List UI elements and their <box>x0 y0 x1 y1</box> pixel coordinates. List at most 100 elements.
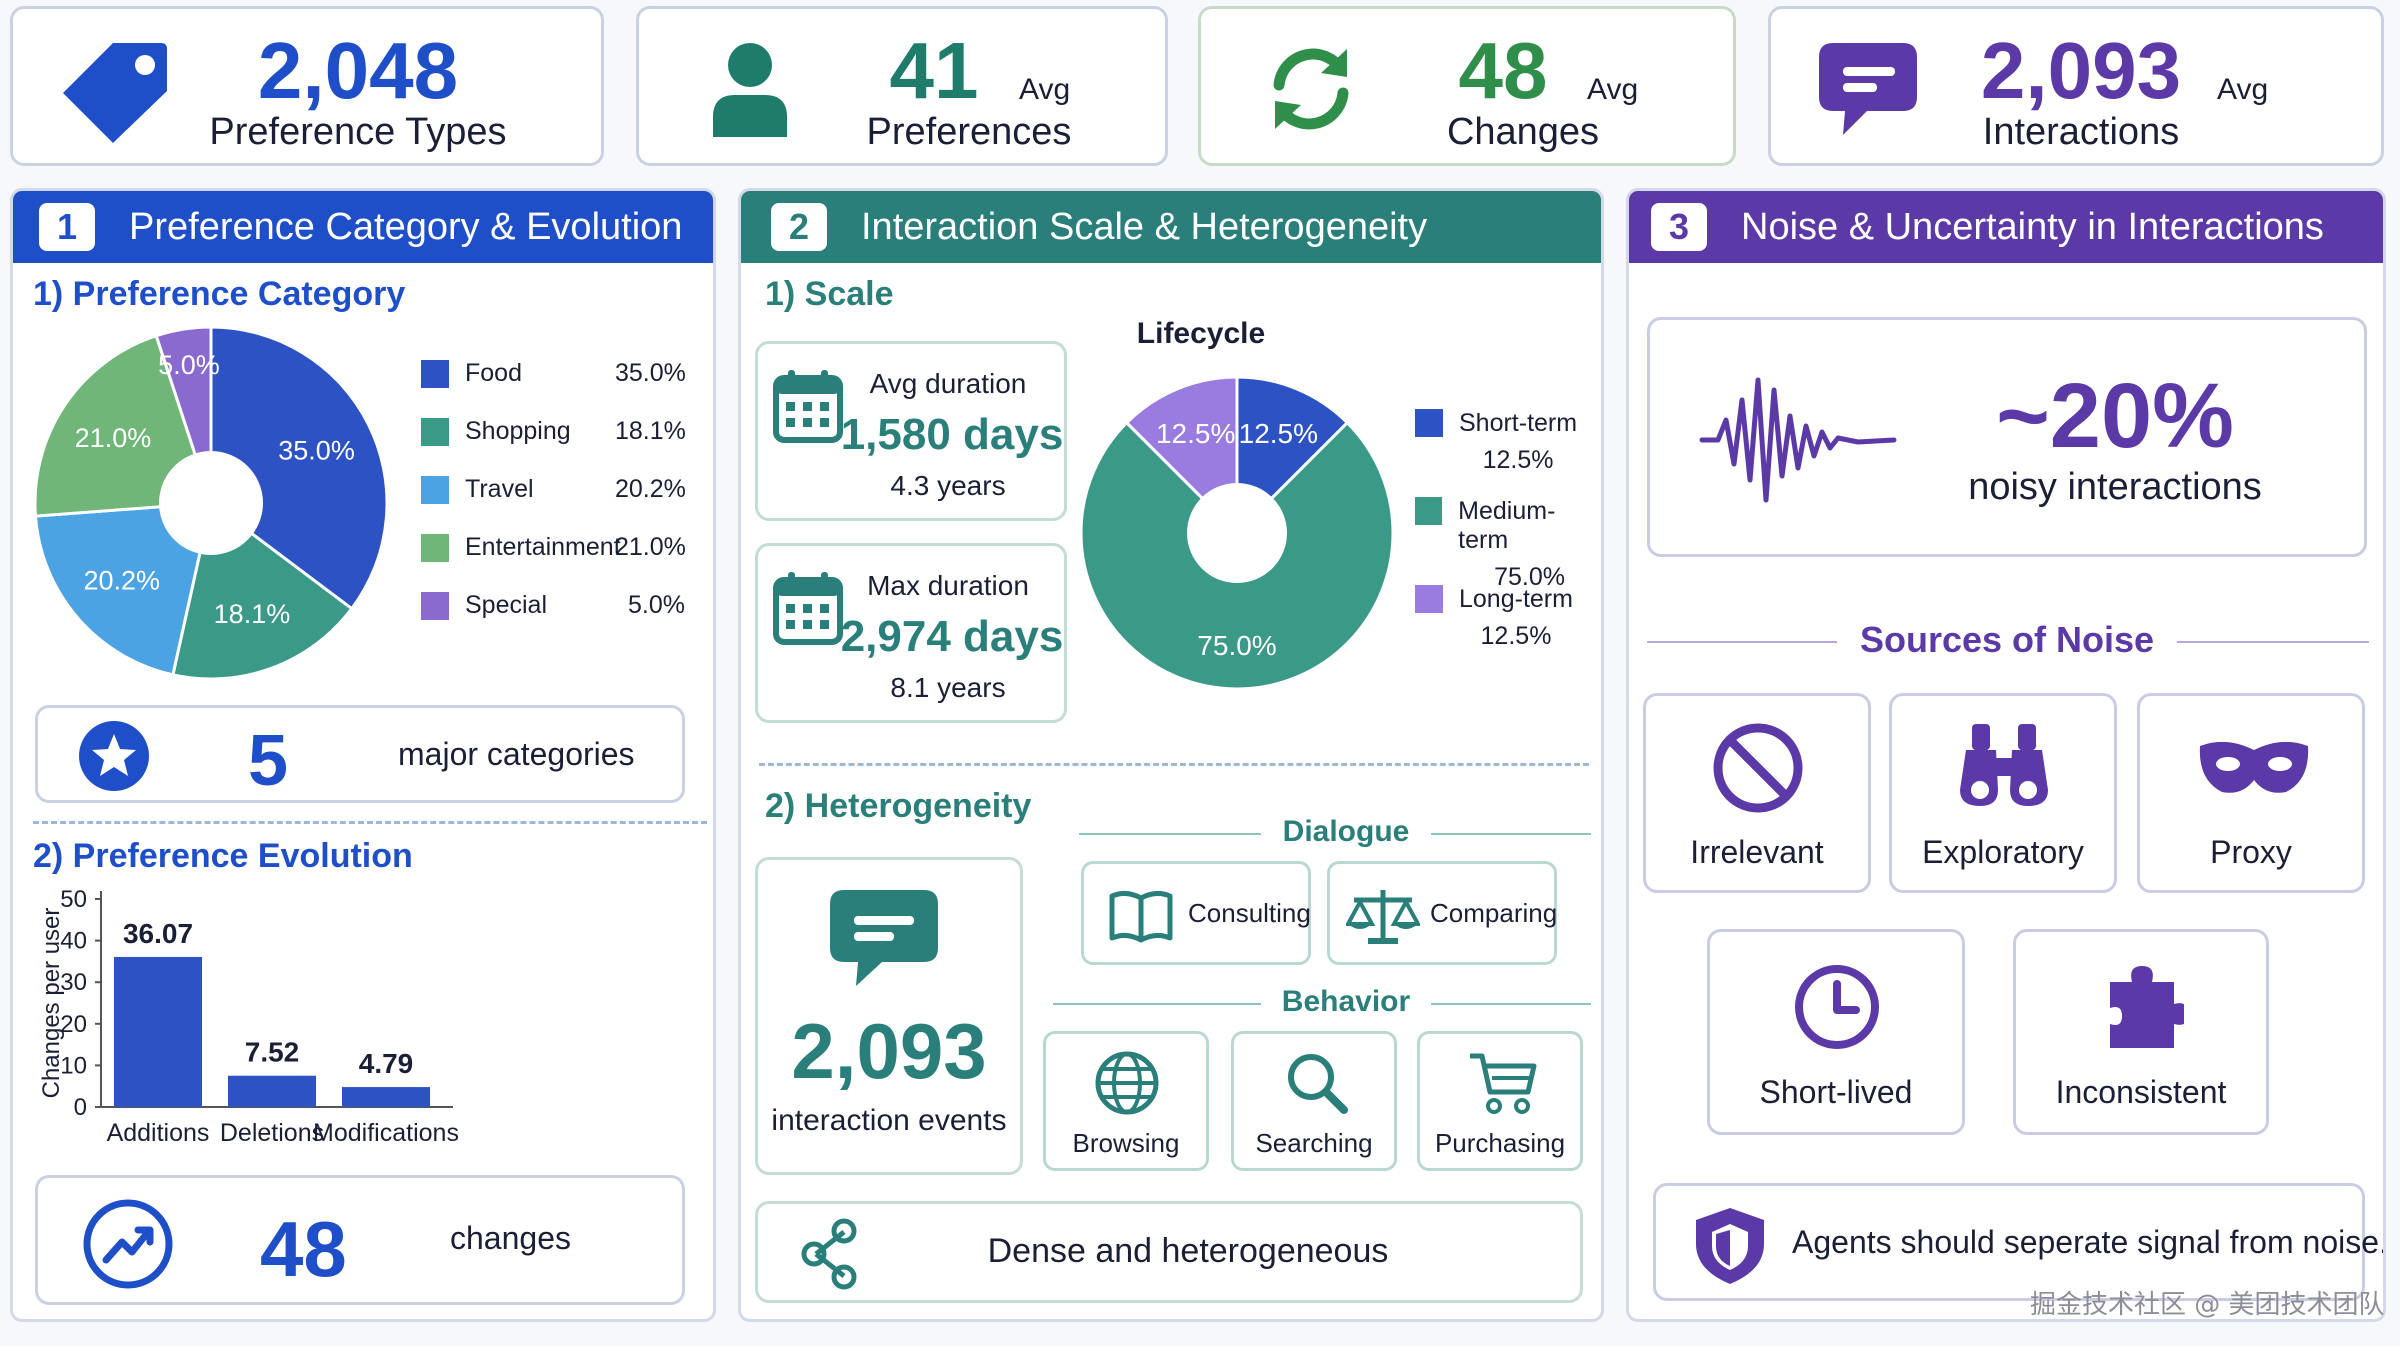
bar-additions <box>114 956 202 1107</box>
legend-swatch <box>1415 497 1443 525</box>
legend-value: 75.0% <box>1494 563 1566 591</box>
dialogue-item-consulting: Consulting <box>1081 861 1311 965</box>
legend-value: 18.1% <box>615 417 686 445</box>
y-tick-label: 10 <box>60 1052 87 1079</box>
legend-swatch <box>421 533 449 562</box>
waveform-icon <box>1699 377 1897 503</box>
noise-source-short-lived: Short-lived <box>1707 929 1965 1135</box>
panel-interaction-scale: 2 Interaction Scale & Heterogeneity 1) S… <box>738 188 1604 1322</box>
dialogue-rule-left <box>1079 833 1261 835</box>
major-categories-label: major categories <box>398 736 635 772</box>
share-icon <box>801 1218 857 1290</box>
cart-icon <box>1470 1053 1537 1114</box>
behavior-label: Behavior <box>1281 985 1411 1018</box>
prohibited-icon <box>1713 723 1803 813</box>
noise-source-irrelevant: Irrelevant <box>1643 693 1871 893</box>
behavior-item-label: Purchasing <box>1434 1128 1566 1158</box>
interaction-events-value: 2,093 <box>791 1007 987 1095</box>
x-tick-label: Modifications <box>313 1119 459 1147</box>
noise-source-label: Inconsistent <box>2055 1074 2227 1110</box>
trend-up-icon <box>83 1199 173 1289</box>
stat-card-changes: 48 Avg Changes <box>1198 6 1736 166</box>
max-duration-card: Max duration 2,974 days 8.1 years <box>755 543 1067 723</box>
legend-item-entertainment: Entertainment 21.0% <box>421 533 686 562</box>
interaction-events-card: 2,093 interaction events <box>755 857 1023 1175</box>
max-duration-years: 8.1 years <box>890 672 1006 703</box>
stat-card-interactions: 2,093 Avg Interactions <box>1768 6 2384 166</box>
noise-percentage: ~20% <box>1996 365 2234 467</box>
stat-avg: Avg <box>1019 73 1071 106</box>
search-icon <box>1288 1054 1348 1114</box>
stat-label: Preference Types <box>209 111 507 153</box>
section-divider <box>759 763 1589 766</box>
sources-rule-right <box>2177 641 2369 643</box>
noise-source-label: Proxy <box>2210 834 2292 870</box>
donut-hole <box>1187 483 1287 583</box>
shield-icon <box>1696 1208 1764 1284</box>
panel-header: 2 Interaction Scale & Heterogeneity <box>741 191 1601 263</box>
dialogue-item-label: Comparing <box>1430 898 1558 928</box>
legend-swatch <box>421 591 449 620</box>
chat-icon <box>830 890 938 986</box>
dialogue-rule-right <box>1431 833 1591 835</box>
legend-item-shopping: Shopping 18.1% <box>421 417 686 446</box>
behavior-item-searching: Searching <box>1231 1031 1397 1171</box>
behavior-item-label: Browsing <box>1072 1128 1180 1158</box>
category-pie-chart: 35.0% 18.1% 20.2% 21.0% 5.0% <box>33 325 389 681</box>
pie-label-shopping: 18.1% <box>214 599 291 629</box>
behavior-rule-left <box>1053 1003 1261 1005</box>
star-icon <box>79 721 149 791</box>
max-duration-label: Max duration <box>867 570 1029 601</box>
stat-avg: Avg <box>1587 73 1639 106</box>
binoculars-icon <box>1960 724 2048 806</box>
watermark: 掘金技术社区 @ 美团技术团队 <box>2030 1290 2385 1320</box>
clock-icon <box>1795 965 1879 1049</box>
legend-label: Shopping <box>465 417 571 445</box>
legend-label: Long-term <box>1459 585 1573 613</box>
pie-label-travel: 20.2% <box>83 566 160 596</box>
dialogue-label: Dialogue <box>1282 815 1410 848</box>
legend-item-special: Special 5.0% <box>421 591 685 620</box>
stat-value: 48 <box>1458 26 1548 115</box>
pie-label-long-term: 12.5% <box>1156 418 1235 449</box>
pie-slice-food <box>209 325 389 611</box>
legend-item-travel: Travel 20.2% <box>421 475 686 504</box>
lifecycle-pie-chart: 12.5% 75.0% 12.5% <box>1079 375 1395 691</box>
major-categories-value: 5 <box>248 721 289 801</box>
bar-value-label: 4.79 <box>359 1048 414 1079</box>
pie-label-food: 35.0% <box>278 436 355 466</box>
puzzle-icon <box>2110 966 2184 1048</box>
stat-avg: Avg <box>2217 73 2269 106</box>
avg-duration-card: Avg duration 1,580 days 4.3 years <box>755 341 1067 521</box>
avg-duration-years: 4.3 years <box>890 470 1006 501</box>
max-duration-value: 2,974 days <box>840 612 1064 661</box>
dense-heterogeneous-box: Dense and heterogeneous <box>755 1201 1583 1303</box>
stat-value: 2,093 <box>1980 26 2182 115</box>
noise-source-inconsistent: Inconsistent <box>2013 929 2269 1135</box>
x-tick-label: Additions <box>107 1119 210 1147</box>
bar-deletions <box>228 1075 316 1107</box>
y-tick-label: 50 <box>60 886 87 913</box>
y-tick-label: 0 <box>74 1094 87 1121</box>
legend-label: Travel <box>465 475 534 503</box>
section-heading: 2) Heterogeneity <box>765 787 1032 825</box>
legend-swatch <box>421 417 449 446</box>
sources-rule-left <box>1647 641 1837 643</box>
legend-item-medium-term: Medium-term 75.0% <box>1415 497 1601 592</box>
pie-slice-entertainment <box>33 333 214 518</box>
panel-number: 1 <box>39 203 95 251</box>
bar-value-label: 7.52 <box>245 1037 300 1068</box>
pie-label-medium-term: 75.0% <box>1197 630 1276 661</box>
panel-title: Interaction Scale & Heterogeneity <box>861 205 1428 248</box>
legend-value: 21.0% <box>615 533 686 561</box>
legend-label: Entertainment <box>465 533 621 561</box>
legend-value: 12.5% <box>1482 446 1554 474</box>
noise-source-label: Irrelevant <box>1690 834 1824 870</box>
stat-label: Changes <box>1446 111 1600 153</box>
legend-swatch <box>421 475 449 504</box>
panel-number: 2 <box>771 203 827 251</box>
noise-summary-card: ~20% noisy interactions <box>1647 317 2367 557</box>
avg-duration-value: 1,580 days <box>840 410 1064 459</box>
advice-text: Agents should seperate signal from noise… <box>1792 1224 2386 1260</box>
stat-label: Preferences <box>866 111 1072 153</box>
